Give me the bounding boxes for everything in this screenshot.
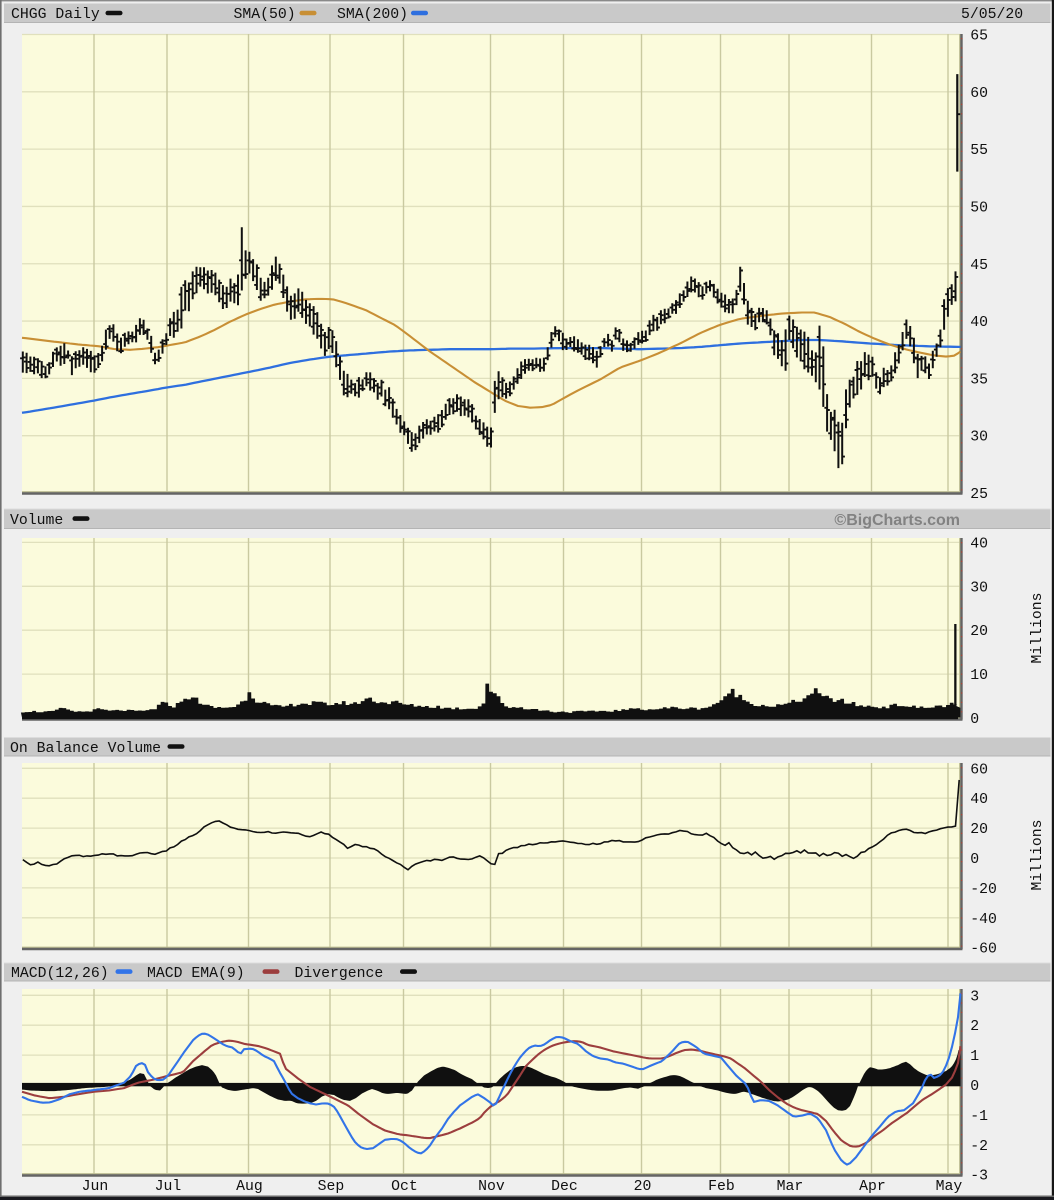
svg-text:Jul: Jul — [155, 1179, 182, 1195]
svg-text:Divergence: Divergence — [295, 966, 384, 982]
svg-text:65: 65 — [970, 29, 988, 45]
svg-text:May: May — [936, 1179, 963, 1195]
svg-text:-1: -1 — [970, 1109, 988, 1125]
svg-text:©BigCharts.com: ©BigCharts.com — [834, 512, 960, 529]
svg-text:Volume: Volume — [10, 513, 63, 529]
svg-text:40: 40 — [970, 792, 988, 808]
svg-text:-20: -20 — [970, 882, 997, 898]
svg-text:30: 30 — [970, 430, 988, 446]
svg-text:On Balance Volume: On Balance Volume — [10, 741, 161, 757]
svg-text:Millions: Millions — [1030, 819, 1046, 890]
svg-text:SMA(200): SMA(200) — [337, 7, 408, 23]
svg-text:60: 60 — [970, 86, 988, 102]
svg-text:20: 20 — [634, 1179, 652, 1195]
svg-text:60: 60 — [970, 762, 988, 778]
svg-text:0: 0 — [970, 852, 979, 868]
svg-text:50: 50 — [970, 200, 988, 216]
svg-text:25: 25 — [970, 487, 988, 503]
svg-text:SMA(50): SMA(50) — [234, 7, 296, 23]
svg-text:0: 0 — [970, 1079, 979, 1095]
svg-text:Feb: Feb — [708, 1179, 735, 1195]
svg-text:40: 40 — [970, 536, 988, 552]
svg-text:CHGG Daily: CHGG Daily — [11, 7, 100, 23]
svg-text:45: 45 — [970, 258, 988, 274]
svg-text:-40: -40 — [970, 912, 997, 928]
svg-text:Dec: Dec — [551, 1179, 578, 1195]
svg-text:Apr: Apr — [859, 1179, 886, 1195]
svg-text:1: 1 — [970, 1049, 979, 1065]
svg-text:Aug: Aug — [236, 1179, 263, 1195]
svg-text:-2: -2 — [970, 1139, 988, 1155]
svg-text:-60: -60 — [970, 942, 997, 958]
svg-text:Nov: Nov — [478, 1179, 505, 1195]
svg-text:MACD(12,26): MACD(12,26) — [11, 966, 109, 982]
svg-text:Sep: Sep — [318, 1179, 345, 1195]
svg-text:Mar: Mar — [777, 1179, 804, 1195]
svg-text:0: 0 — [970, 712, 979, 728]
svg-text:5/05/20: 5/05/20 — [961, 7, 1023, 23]
svg-text:20: 20 — [970, 822, 988, 838]
svg-text:Millions: Millions — [1030, 592, 1046, 663]
svg-text:20: 20 — [970, 624, 988, 640]
svg-text:55: 55 — [970, 143, 988, 159]
svg-text:10: 10 — [970, 668, 988, 684]
svg-text:35: 35 — [970, 372, 988, 388]
svg-text:40: 40 — [970, 315, 988, 331]
svg-text:-3: -3 — [970, 1169, 988, 1185]
svg-text:Jun: Jun — [82, 1179, 109, 1195]
svg-text:Oct: Oct — [391, 1179, 418, 1195]
svg-text:3: 3 — [970, 989, 979, 1005]
svg-text:2: 2 — [970, 1019, 979, 1035]
svg-text:MACD EMA(9): MACD EMA(9) — [147, 966, 245, 982]
svg-text:30: 30 — [970, 580, 988, 596]
